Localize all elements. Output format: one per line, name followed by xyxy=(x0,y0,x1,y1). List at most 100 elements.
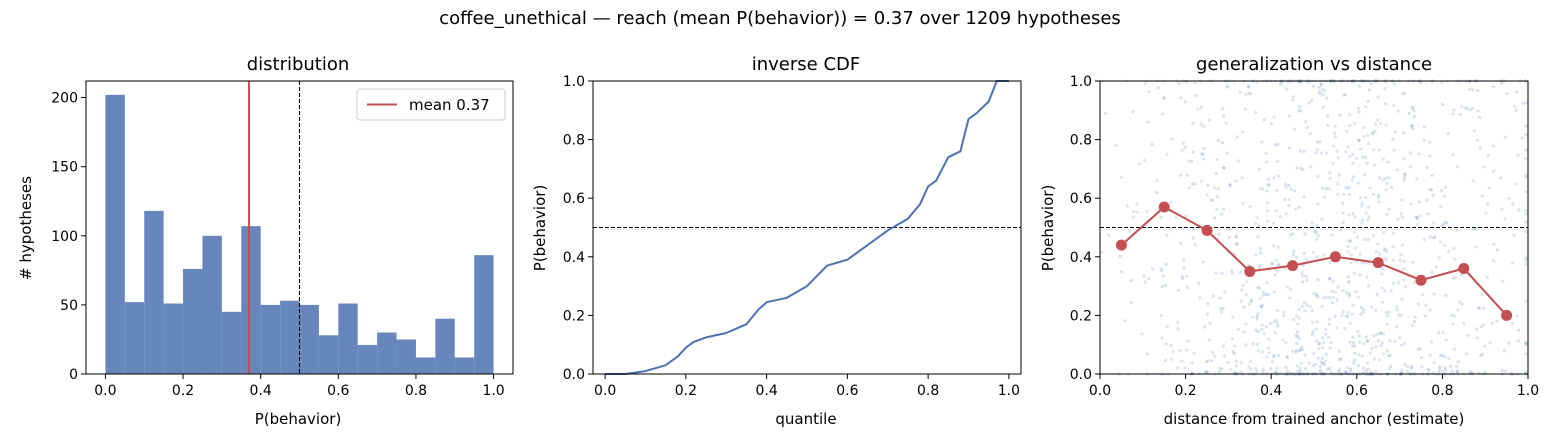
hypothesis-point xyxy=(1485,275,1489,280)
hypothesis-point xyxy=(1327,322,1331,326)
hypothesis-point xyxy=(1315,140,1319,144)
hypothesis-point xyxy=(1176,366,1180,370)
inverse-cdf-frame xyxy=(592,80,1022,375)
hypothesis-point xyxy=(1350,178,1354,182)
hypothesis-point xyxy=(1302,195,1306,199)
hypothesis-point xyxy=(1223,354,1227,358)
hypothesis-point xyxy=(1481,352,1485,357)
hypothesis-point xyxy=(1164,342,1168,346)
hypothesis-point xyxy=(1376,193,1381,197)
hypothesis-point xyxy=(1295,314,1299,318)
hypothesis-point xyxy=(1395,325,1399,329)
hypothesis-point xyxy=(1147,276,1151,281)
hypothesis-point xyxy=(1245,280,1249,284)
hypothesis-point xyxy=(1265,281,1269,285)
hypothesis-point xyxy=(1146,120,1150,124)
hypothesis-point xyxy=(1502,349,1506,353)
hypothesis-point xyxy=(1260,303,1264,307)
hypothesis-point xyxy=(1393,130,1397,134)
hypothesis-point xyxy=(1375,293,1379,297)
inverse-cdf-xtick-label: 0.8 xyxy=(917,383,939,399)
hypothesis-point xyxy=(1406,370,1410,374)
hypothesis-point xyxy=(1256,330,1260,334)
hypothesis-point xyxy=(1353,344,1357,348)
hypothesis-point xyxy=(1213,186,1217,190)
hypothesis-point xyxy=(1409,366,1413,370)
hypothesis-point xyxy=(1453,257,1457,261)
hypothesis-point xyxy=(1184,274,1189,278)
hypothesis-point xyxy=(1316,356,1320,360)
hypothesis-point xyxy=(1233,344,1237,348)
hypothesis-point xyxy=(1312,292,1316,296)
hypothesis-point xyxy=(1140,332,1144,336)
hypothesis-point xyxy=(1348,154,1352,159)
hypothesis-point xyxy=(1315,292,1319,296)
hypothesis-point xyxy=(1220,212,1224,216)
hypothesis-point xyxy=(1266,292,1270,297)
hypothesis-point xyxy=(1324,332,1328,336)
hypothesis-point xyxy=(1267,337,1271,341)
hypothesis-point xyxy=(1439,353,1443,357)
hypothesis-point xyxy=(1181,276,1185,280)
hypothesis-point xyxy=(1460,302,1464,306)
hypothesis-point xyxy=(1271,221,1276,225)
histogram-bar xyxy=(183,268,203,374)
histogram-bar xyxy=(357,344,378,374)
generalization-xtick-label: 1.0 xyxy=(1517,383,1539,399)
hypothesis-point xyxy=(1297,109,1301,113)
hypothesis-point xyxy=(1374,370,1378,374)
hypothesis-point xyxy=(1294,350,1298,354)
hypothesis-point xyxy=(1264,325,1268,329)
hypothesis-point xyxy=(1319,151,1324,155)
hypothesis-point xyxy=(1524,220,1528,224)
histogram-ytick-label: 200 xyxy=(51,91,78,107)
hypothesis-point xyxy=(1409,124,1414,128)
hypothesis-point xyxy=(1366,261,1370,265)
hypothesis-point xyxy=(1207,118,1212,122)
hypothesis-point xyxy=(1393,339,1397,343)
hypothesis-point xyxy=(1395,168,1399,172)
hypothesis-point xyxy=(1451,112,1455,116)
hypothesis-point xyxy=(1314,294,1318,298)
binned-mean-point xyxy=(1501,309,1513,321)
hypothesis-point xyxy=(1186,339,1190,343)
hypothesis-point xyxy=(1155,190,1159,195)
hypothesis-point xyxy=(1199,122,1203,126)
hypothesis-point xyxy=(1300,304,1304,308)
hypothesis-point xyxy=(1332,131,1336,135)
hypothesis-point xyxy=(1216,139,1221,143)
hypothesis-point xyxy=(1156,86,1160,90)
histogram-bar xyxy=(260,304,281,374)
hypothesis-point xyxy=(1369,82,1373,86)
hypothesis-point xyxy=(1201,260,1205,264)
hypothesis-point xyxy=(1297,316,1301,320)
hypothesis-point xyxy=(1402,278,1406,282)
histogram-bar xyxy=(163,303,184,374)
hypothesis-point xyxy=(1303,232,1307,236)
hypothesis-point xyxy=(1160,314,1164,318)
hypothesis-point xyxy=(1333,135,1337,139)
hypothesis-point xyxy=(1319,360,1324,364)
hypothesis-point xyxy=(1443,185,1447,189)
hypothesis-point xyxy=(1482,306,1486,310)
hypothesis-point xyxy=(1357,139,1361,143)
hypothesis-point xyxy=(1346,310,1350,314)
hypothesis-point xyxy=(1314,230,1318,234)
hypothesis-point xyxy=(1372,233,1376,237)
hypothesis-point xyxy=(1321,105,1325,109)
hypothesis-point xyxy=(1258,187,1263,191)
hypothesis-point xyxy=(1492,84,1496,89)
hypothesis-point xyxy=(1358,147,1362,151)
hypothesis-point xyxy=(1371,132,1375,136)
hypothesis-point xyxy=(1161,112,1165,116)
binned-mean-point xyxy=(1158,201,1170,213)
hypothesis-point xyxy=(1382,230,1386,234)
hypothesis-point xyxy=(1401,243,1405,247)
hypothesis-point xyxy=(1331,296,1335,300)
hypothesis-point xyxy=(1177,81,1181,85)
hypothesis-point xyxy=(1169,357,1173,361)
inverse-cdf-ytick-label: 0.4 xyxy=(563,250,585,266)
hypothesis-point xyxy=(1396,281,1400,285)
hypothesis-point xyxy=(1416,347,1420,351)
hypothesis-point xyxy=(1322,341,1326,345)
